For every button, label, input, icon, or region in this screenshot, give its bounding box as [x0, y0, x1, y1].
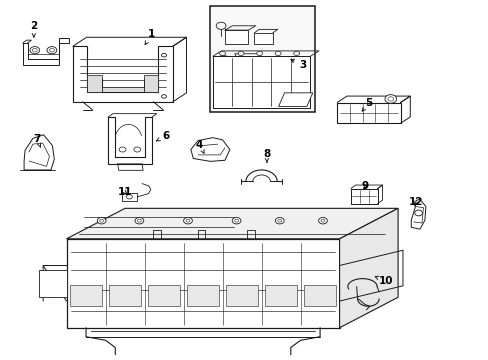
Polygon shape [190, 138, 229, 161]
Text: 4: 4 [196, 140, 203, 153]
Polygon shape [109, 285, 141, 306]
Polygon shape [336, 103, 400, 123]
Text: 9: 9 [361, 181, 368, 192]
Circle shape [256, 51, 262, 55]
Polygon shape [350, 189, 377, 204]
Polygon shape [410, 199, 425, 229]
Polygon shape [108, 117, 152, 164]
Polygon shape [187, 285, 218, 306]
Polygon shape [339, 208, 397, 328]
Polygon shape [254, 33, 272, 44]
Circle shape [238, 51, 244, 55]
Circle shape [318, 217, 326, 224]
Polygon shape [234, 54, 263, 63]
Polygon shape [66, 239, 339, 328]
Text: 11: 11 [118, 187, 132, 197]
Polygon shape [39, 270, 66, 297]
Circle shape [183, 217, 192, 224]
Text: 10: 10 [374, 276, 392, 286]
Polygon shape [73, 46, 172, 102]
Text: 2: 2 [30, 21, 38, 37]
Text: 1: 1 [145, 29, 155, 45]
Polygon shape [66, 208, 397, 239]
Circle shape [275, 217, 284, 224]
FancyBboxPatch shape [210, 6, 315, 112]
Circle shape [232, 217, 241, 224]
Text: 8: 8 [263, 149, 270, 162]
Circle shape [135, 217, 143, 224]
Polygon shape [278, 93, 312, 107]
Polygon shape [212, 56, 310, 108]
Polygon shape [87, 75, 158, 92]
Circle shape [219, 51, 225, 55]
Polygon shape [22, 38, 69, 64]
Circle shape [293, 51, 299, 55]
Text: 12: 12 [408, 197, 423, 207]
Polygon shape [226, 285, 257, 306]
Text: 5: 5 [362, 98, 372, 111]
Text: 6: 6 [156, 131, 169, 141]
Text: 7: 7 [34, 134, 41, 147]
Polygon shape [122, 193, 137, 201]
Polygon shape [24, 135, 54, 170]
Polygon shape [304, 285, 335, 306]
Text: 3: 3 [290, 59, 306, 70]
Circle shape [384, 95, 396, 103]
Polygon shape [265, 285, 296, 306]
Circle shape [97, 217, 106, 224]
Circle shape [275, 51, 281, 55]
Polygon shape [224, 30, 248, 44]
Polygon shape [70, 285, 102, 306]
Polygon shape [148, 285, 179, 306]
